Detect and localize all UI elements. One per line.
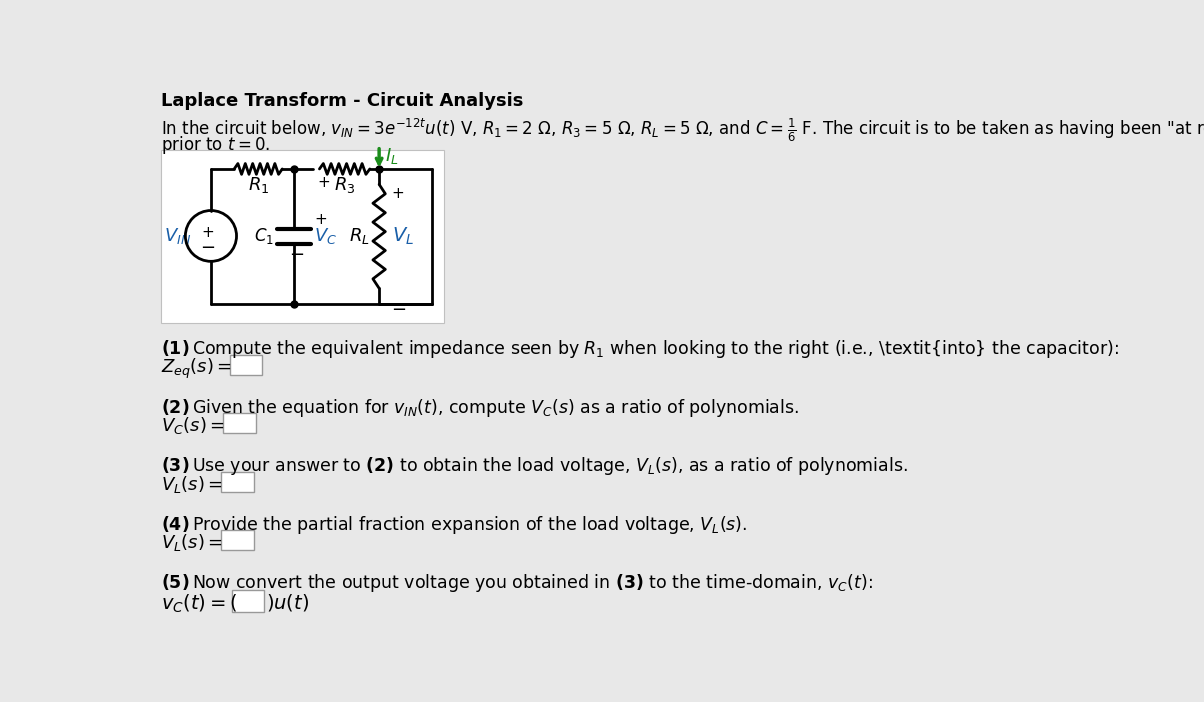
Text: $V_L$: $V_L$ — [391, 225, 414, 246]
Text: prior to $t = 0$.: prior to $t = 0$. — [161, 133, 271, 156]
Text: Compute the equivalent impedance seen by $R_1$ when looking to the right (i.e., : Compute the equivalent impedance seen by… — [191, 338, 1119, 360]
Text: Given the equation for $v_{IN}(t)$, compute $V_C(s)$ as a ratio of polynomials.: Given the equation for $v_{IN}(t)$, comp… — [191, 397, 798, 419]
Text: −: − — [391, 300, 407, 319]
FancyBboxPatch shape — [232, 590, 265, 611]
Text: $\mathbf{(1)}$: $\mathbf{(1)}$ — [161, 338, 190, 358]
Text: $\mathbf{(4)}$: $\mathbf{(4)}$ — [161, 514, 190, 534]
Text: +: + — [201, 225, 214, 240]
Text: $\mathbf{(5)}$: $\mathbf{(5)}$ — [161, 572, 190, 592]
Text: $R_L$: $R_L$ — [349, 226, 370, 246]
FancyBboxPatch shape — [222, 530, 254, 550]
Text: $V_L(s) =$: $V_L(s) =$ — [161, 474, 223, 495]
Text: +: + — [391, 186, 405, 201]
Text: +: + — [314, 212, 326, 227]
Text: +: + — [317, 175, 330, 190]
FancyBboxPatch shape — [224, 413, 256, 433]
FancyBboxPatch shape — [161, 150, 444, 323]
Text: −: − — [289, 246, 303, 264]
FancyBboxPatch shape — [222, 472, 254, 491]
Text: $V_C$: $V_C$ — [314, 226, 337, 246]
Text: $\mathbf{(3)}$: $\mathbf{(3)}$ — [161, 456, 190, 475]
Text: −: − — [200, 239, 216, 257]
Text: $I_L$: $I_L$ — [385, 146, 399, 166]
Text: Now convert the output voltage you obtained in $\mathbf{(3)}$ to the time-domain: Now convert the output voltage you obtai… — [191, 572, 873, 595]
Text: $\mathbf{(2)}$: $\mathbf{(2)}$ — [161, 397, 190, 417]
Text: $V_L(s) =$: $V_L(s) =$ — [161, 532, 223, 553]
Text: Provide the partial fraction expansion of the load voltage, $V_L(s)$.: Provide the partial fraction expansion o… — [191, 514, 746, 536]
Text: In the circuit below, $v_{IN} = 3e^{-12t}u(t)$ V, $R_1 = 2\ \Omega$, $R_3 = 5\ \: In the circuit below, $v_{IN} = 3e^{-12t… — [161, 117, 1204, 144]
Text: $R_1$: $R_1$ — [248, 175, 268, 195]
Text: Laplace Transform - Circuit Analysis: Laplace Transform - Circuit Analysis — [161, 92, 524, 110]
Text: Use your answer to $\mathbf{(2)}$ to obtain the load voltage, $V_L(s)$, as a rat: Use your answer to $\mathbf{(2)}$ to obt… — [191, 456, 908, 477]
Text: $C_1$: $C_1$ — [254, 226, 273, 246]
Text: $V_C(s) =$: $V_C(s) =$ — [161, 416, 225, 437]
Text: $V_{IN}$: $V_{IN}$ — [165, 226, 191, 246]
FancyBboxPatch shape — [230, 355, 262, 375]
Text: $)u(t)$: $)u(t)$ — [266, 592, 309, 614]
Text: $R_3$: $R_3$ — [334, 175, 355, 195]
Text: $Z_{eq}(s) =$: $Z_{eq}(s) =$ — [161, 357, 232, 381]
Text: $v_C(t) = ($: $v_C(t) = ($ — [161, 592, 237, 615]
